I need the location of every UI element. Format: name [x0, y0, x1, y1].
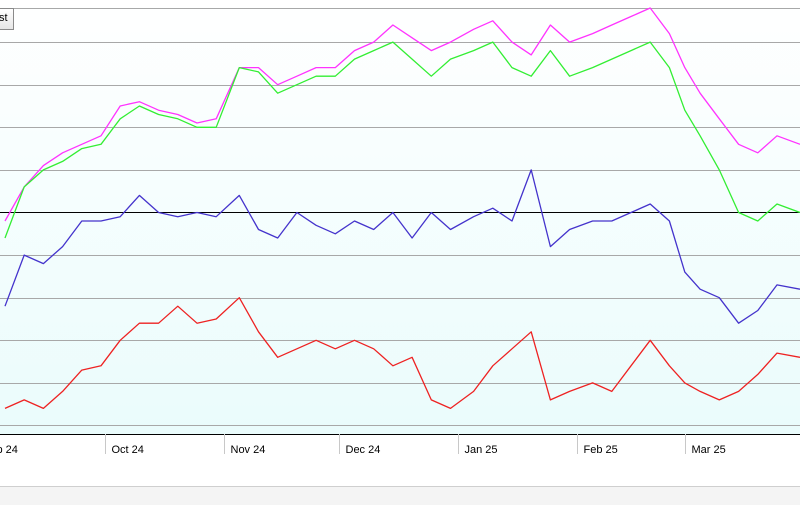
x-tick-label-3: Dec 24 — [346, 444, 381, 456]
series-line-1 — [4, 41, 800, 239]
x-tick-label-2: Nov 24 — [231, 444, 266, 456]
x-tick-label-4: Jan 25 — [465, 444, 498, 456]
gridlines — [0, 8, 800, 426]
x-tick-label-1: Oct 24 — [112, 444, 144, 456]
series-line-2 — [4, 169, 800, 324]
toolbar-button[interactable]: st — [0, 8, 14, 30]
series-line-3 — [4, 297, 800, 410]
x-axis: p 24 Oct 24 Nov 24 Dec 24 Jan 25 Feb 25 Mar 25 — [0, 434, 800, 456]
x-tick-label-6: Mar 25 — [692, 444, 726, 456]
x-tick-label-0: p 24 — [0, 444, 18, 456]
x-tick-label-5: Feb 25 — [584, 444, 618, 456]
series-line-0 — [4, 7, 800, 222]
bottom-scrollbar[interactable] — [0, 486, 800, 505]
series-lines — [4, 7, 800, 410]
